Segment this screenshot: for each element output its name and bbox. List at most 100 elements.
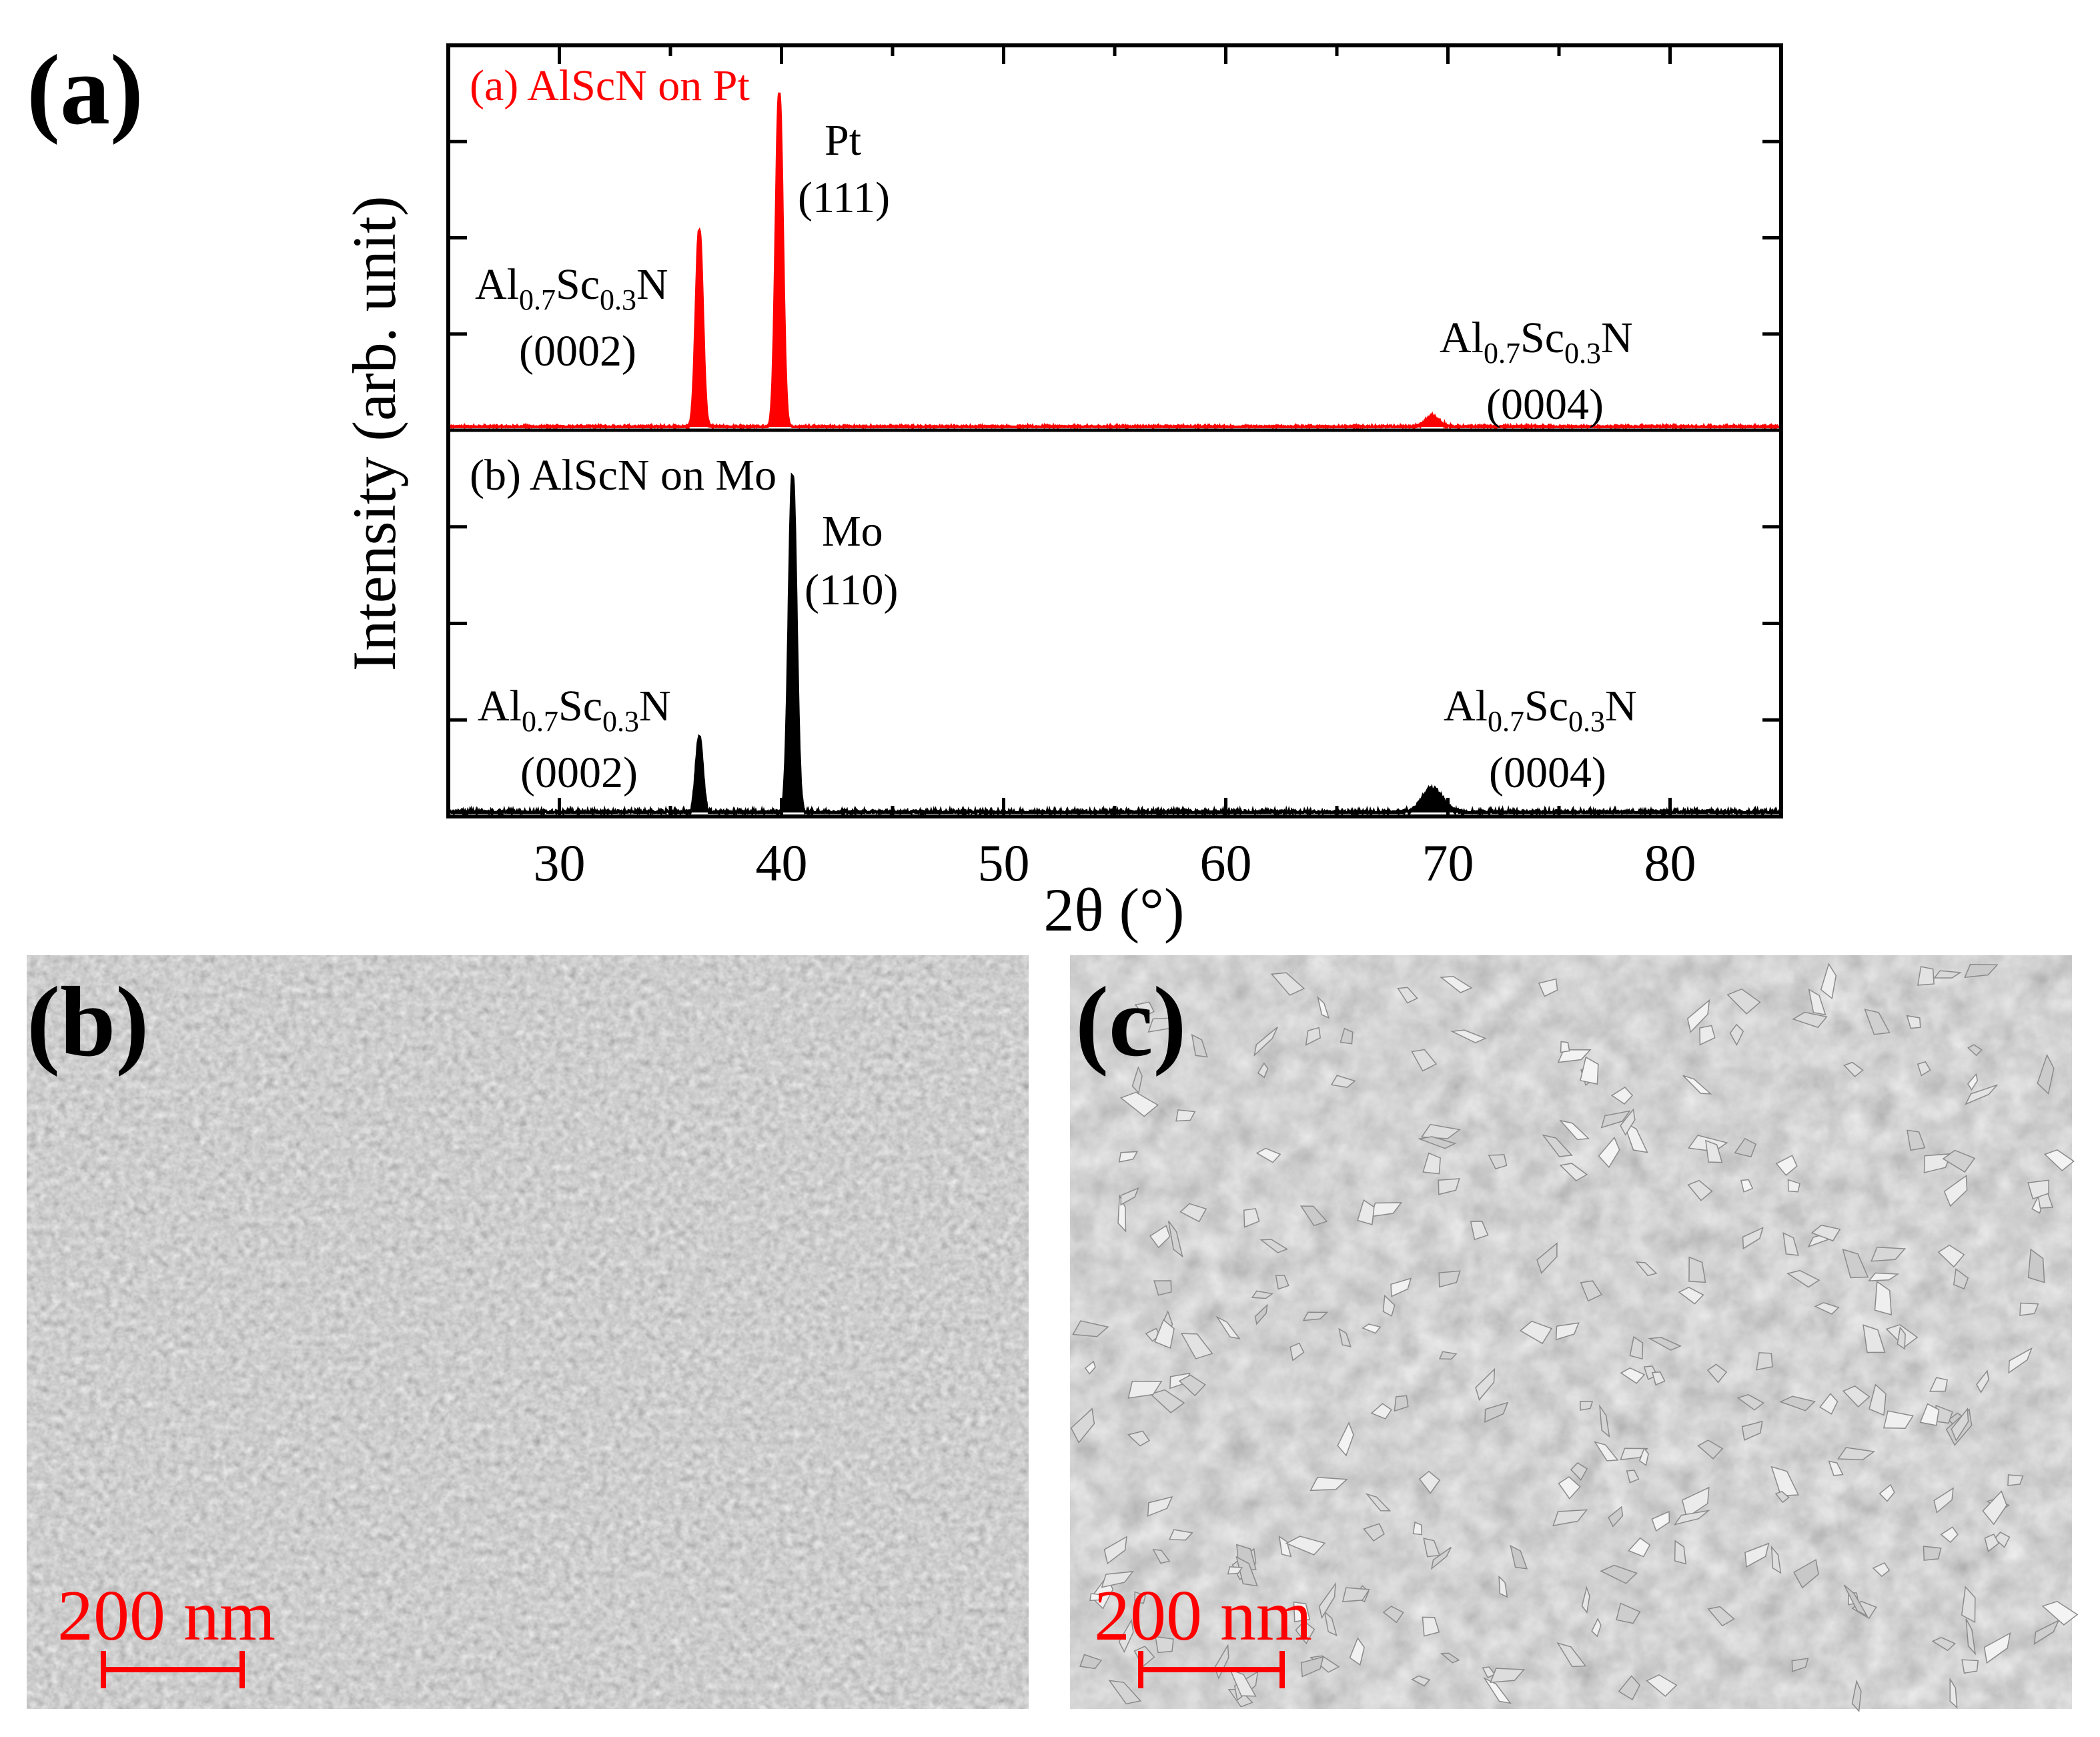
sem-grain [1940,1526,1959,1544]
sem-grain [1337,1421,1354,1457]
sem-grain [1089,1593,1103,1602]
sem-grain [1793,1559,1819,1589]
sem-grain [1318,1582,1336,1620]
sem-grain [1594,1441,1619,1462]
sem-grain [1897,1326,1906,1350]
sem-grain [1556,1642,1587,1668]
hkl-label: (111) [798,173,890,222]
sem-grain [1254,1303,1268,1325]
sem-image-c: (c) 200 nm [1070,955,2079,1712]
sem-grain [2007,1474,2024,1486]
hkl-label: (0002) [520,748,638,797]
series-label-pt: (a) AlScN on Pt [470,61,750,110]
sem-grain [1510,1544,1528,1570]
sem-grain [1438,1351,1458,1360]
sem-grain [1919,1403,1940,1426]
sem-grain [1984,1534,2000,1552]
sem-grain [1557,1049,1592,1063]
sem-grain [1688,1256,1706,1283]
sem-grain [1874,1281,1893,1316]
sem-grain [2037,1053,2055,1095]
x-tick-labels: 30 40 50 60 70 80 [534,834,1696,892]
sem-grain [2033,1619,2060,1645]
sem-grain [1782,1232,1799,1256]
sem-grain [1871,1246,1907,1262]
sem-grain [1251,1290,1274,1299]
sem-grain [1581,1586,1590,1614]
sem-grain [1338,1327,1352,1347]
svg-text:Al0.7Sc0.3N: Al0.7Sc0.3N [1444,682,1637,738]
sem-grain [1330,1075,1356,1088]
annotation-mo-alscn-0004: Al0.7Sc0.3N (0004) [1444,682,1637,797]
sem-grain [1278,1536,1292,1558]
sem-grain [1792,1011,1828,1029]
sem-grain [1147,1017,1181,1033]
y-axis-title: Intensity (arb. unit) [340,196,408,672]
sem-grain [1411,1675,1431,1687]
sem-grain [1155,1636,1174,1654]
sem-grain [1964,964,1999,979]
sem-grain [1744,1542,1770,1568]
sem-grain [1967,1073,1979,1091]
sem-grain [1907,1129,1926,1151]
sem-grain [1942,1149,1976,1173]
svg-text:Al0.7Sc0.3N: Al0.7Sc0.3N [475,260,668,316]
sem-grain [1949,1677,1958,1709]
sem-grain [1412,1521,1422,1536]
svg-text:Al0.7Sc0.3N: Al0.7Sc0.3N [1440,314,1633,370]
sem-grain [1295,1620,1316,1645]
sem-grain [1180,1333,1213,1359]
sem-grain [1906,1015,1921,1029]
x-axis-title: 2θ (°) [1043,876,1184,944]
sem-grain [1149,1225,1171,1249]
sem-grain [1851,1680,1862,1712]
sem-grain [1552,1509,1588,1527]
mo-label: Mo [822,507,883,556]
sem-grain [1923,1546,1942,1561]
sem-grain [2027,1248,2045,1283]
sem-grain [1542,1134,1573,1157]
sem-grain [1118,1151,1139,1163]
sem-grain [1734,1137,1756,1158]
sem-grain [1229,1668,1257,1697]
sem-grain [1101,1571,1134,1588]
scale-bar-label-c: 200 nm [1094,1576,1312,1656]
scale-bar-c [1138,1651,1285,1688]
xrd-chart: 30 40 50 60 70 80 2θ (°) Intensity (arb. unit… [340,43,1783,944]
sem-grain [1411,1049,1438,1072]
sem-grain [1622,1121,1648,1153]
sem-grain [1365,1493,1392,1512]
sem-grain [1382,1606,1404,1624]
sem-grains [1070,963,2079,1712]
sem-grain [1591,1618,1602,1638]
sem-grain [1967,1044,1983,1057]
sem-grain [1770,1546,1782,1574]
axis-ticks [446,45,1783,816]
sem-grain [1397,987,1418,1004]
annotation-pt-alscn-0002: Al0.7Sc0.3N (0002) [475,260,668,376]
sem-grain [1394,1395,1409,1412]
sem-grain [1618,1675,1641,1701]
sem-grain [1774,1491,1790,1504]
x-tick-label: 60 [1200,834,1252,892]
sem-grain [1819,1393,1839,1415]
sem-grain [1127,1430,1151,1447]
series-line-0 [448,92,1781,431]
sem-grain [1929,1377,1948,1392]
sem-grain [1440,975,1473,993]
sem-grain [1309,1477,1348,1492]
sem-grain [1103,1536,1127,1565]
x-tick-label: 70 [1422,834,1474,892]
x-tick-label: 80 [1644,834,1696,892]
sem-grain [1559,1119,1590,1141]
scale-bar-b [101,1651,245,1688]
sem-grain [1538,978,1558,997]
series-label-mo: (b) AlScN on Mo [470,451,776,500]
sem-grain [1153,1280,1172,1296]
sem-grain [1810,1224,1841,1241]
sem-grain [1775,1155,1798,1176]
sem-grain [1883,1410,1914,1429]
sem-grain [1227,1566,1243,1575]
annotation-pt-111: Pt (111) [798,116,890,222]
